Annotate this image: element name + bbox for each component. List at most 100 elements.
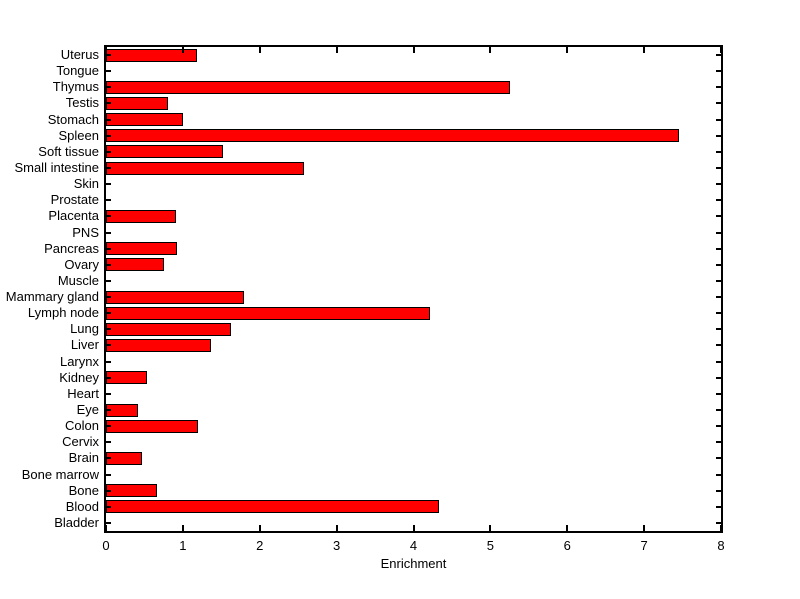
y-axis-tick-left — [106, 167, 111, 169]
bar-testis — [106, 96, 168, 110]
x-tick-label-1: 1 — [179, 538, 187, 553]
x-axis-label: Enrichment — [380, 556, 447, 571]
x-tick-label-8: 8 — [717, 538, 725, 553]
y-axis-tick-left — [106, 86, 111, 89]
x-axis-tick-bottom — [181, 525, 184, 531]
y-tick-label-prostate: Prostate — [50, 192, 99, 208]
x-axis-tick-top — [412, 47, 415, 53]
y-tick-label-spleen: Spleen — [58, 127, 99, 143]
y-axis-tick-left — [106, 263, 111, 266]
x-axis-tick-bottom — [412, 525, 415, 531]
y-axis-tick-right — [716, 167, 721, 169]
y-axis-tick-left — [106, 457, 111, 460]
bar-small-intestine — [106, 161, 304, 175]
y-tick-label-pancreas: Pancreas — [44, 240, 99, 256]
y-axis-tick-right — [716, 489, 721, 492]
y-axis-tick-right — [716, 457, 721, 460]
y-axis-tick-right — [716, 279, 721, 282]
y-tick-label-larynx: Larynx — [59, 353, 99, 369]
y-axis-tick-right — [716, 409, 721, 411]
y-tick-label-mammary-gland: Mammary gland — [5, 289, 99, 305]
y-axis-tick-right — [716, 521, 721, 524]
bar-thymus — [106, 80, 511, 94]
x-axis-tick-top — [105, 47, 107, 53]
y-axis-tick-right — [716, 328, 721, 331]
y-axis-tick-left — [106, 279, 111, 282]
y-axis-tick-left — [106, 505, 111, 508]
y-axis-tick-right — [716, 54, 721, 57]
x-tick-label-3: 3 — [333, 538, 341, 553]
y-axis-tick-right — [716, 118, 721, 121]
bar-placenta — [106, 209, 176, 223]
y-axis-tick-left — [106, 54, 111, 57]
y-tick-label-pns: PNS — [72, 224, 99, 240]
bar-spleen — [106, 129, 679, 143]
y-axis-tick-left — [106, 473, 111, 476]
y-axis-tick-left — [106, 360, 111, 363]
y-axis-tick-left — [106, 70, 111, 73]
y-tick-label-uterus: Uterus — [60, 47, 99, 63]
y-axis-tick-right — [716, 344, 721, 347]
bar-lung — [106, 322, 232, 336]
plot-area — [104, 45, 723, 533]
bar-soft-tissue — [106, 145, 223, 159]
y-tick-label-skin: Skin — [73, 176, 99, 192]
y-tick-label-heart: Heart — [67, 385, 99, 401]
y-axis-tick-left — [106, 425, 111, 428]
bar-stomach — [106, 113, 183, 127]
x-axis-tick-bottom — [258, 525, 261, 531]
bar-colon — [106, 419, 199, 433]
y-tick-label-ovary: Ovary — [64, 256, 99, 272]
y-axis-tick-right — [716, 392, 721, 395]
y-axis-tick-left — [106, 296, 111, 299]
y-axis-tick-left — [106, 231, 111, 234]
x-axis-tick-top — [489, 47, 492, 53]
y-axis-tick-right — [716, 134, 721, 137]
x-axis-tick-top — [335, 47, 338, 53]
x-axis-tick-bottom — [489, 525, 492, 531]
y-axis-tick-left — [106, 118, 111, 121]
y-tick-label-eye: Eye — [76, 402, 99, 417]
y-axis-tick-right — [716, 376, 721, 379]
y-axis-tick-right — [716, 263, 721, 266]
x-axis-tick-top — [720, 47, 722, 53]
x-axis-tick-bottom — [566, 525, 569, 531]
bar-mammary-gland — [106, 290, 245, 304]
x-tick-label-2: 2 — [256, 538, 264, 553]
y-tick-label-liver: Liver — [70, 337, 99, 353]
y-tick-label-colon: Colon — [65, 418, 99, 434]
x-tick-label-4: 4 — [409, 538, 418, 553]
y-axis-tick-right — [716, 360, 721, 363]
y-tick-label-lymph-node: Lymph node — [27, 305, 99, 321]
bar-lymph-node — [106, 306, 431, 320]
bar-brain — [106, 451, 143, 465]
y-tick-label-muscle: Muscle — [57, 272, 99, 288]
y-axis-tick-left — [106, 199, 111, 202]
x-axis-tick-bottom — [720, 525, 722, 531]
bar-ovary — [106, 258, 165, 272]
x-tick-label-7: 7 — [640, 538, 648, 553]
y-axis-tick-right — [716, 296, 721, 299]
x-tick-label-0: 0 — [102, 538, 110, 553]
y-axis-tick-left — [106, 102, 111, 105]
y-axis-tick-right — [716, 199, 721, 202]
y-tick-label-blood: Blood — [65, 498, 99, 514]
y-tick-label-stomach: Stomach — [47, 111, 99, 127]
y-tick-label-testis: Testis — [65, 95, 99, 111]
x-axis-tick-top — [566, 47, 569, 53]
y-tick-label-bone-marrow: Bone marrow — [21, 466, 99, 482]
x-axis-tick-top — [258, 47, 261, 53]
y-axis-tick-right — [716, 473, 721, 476]
x-axis-tick-bottom — [105, 525, 107, 531]
y-axis-tick-right — [716, 86, 721, 89]
y-tick-label-brain: Brain — [68, 450, 99, 466]
y-axis-tick-right — [716, 247, 721, 250]
y-axis-tick-left — [106, 392, 111, 395]
y-axis-tick-left — [106, 489, 111, 492]
y-axis-tick-right — [716, 425, 721, 428]
y-tick-label-cervix: Cervix — [62, 434, 99, 450]
y-axis-tick-left — [106, 344, 111, 347]
bar-pancreas — [106, 242, 177, 256]
y-axis-tick-right — [716, 102, 721, 105]
